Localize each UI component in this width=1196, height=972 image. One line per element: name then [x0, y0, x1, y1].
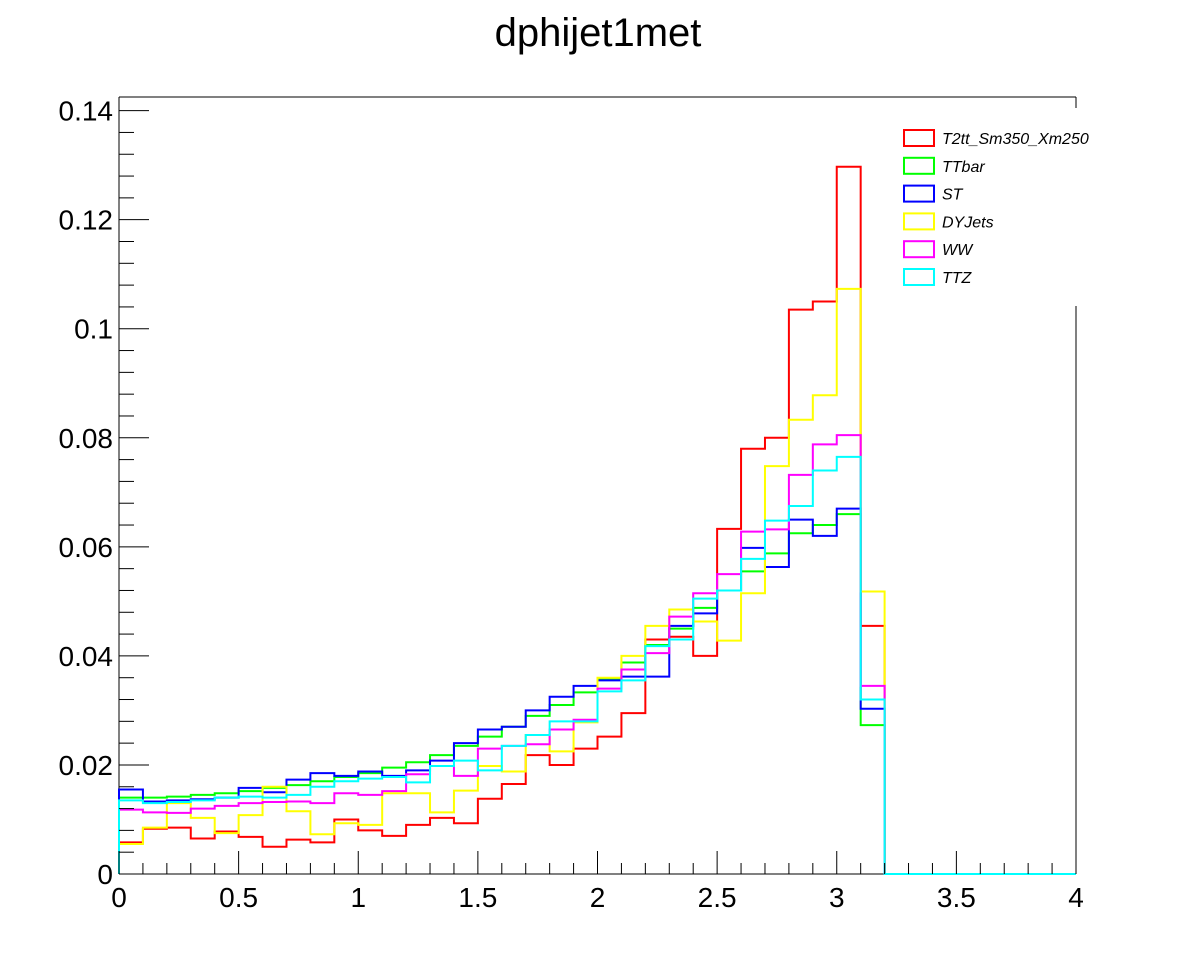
x-tick-label: 0.5 — [219, 882, 258, 913]
legend-label: T2tt_Sm350_Xm250 — [942, 131, 1089, 148]
legend-label: TTZ — [942, 270, 973, 287]
x-tick-label: 0 — [111, 882, 127, 913]
chart-title: dphijet1met — [495, 11, 702, 55]
histogram-series-4 — [118, 287, 1076, 875]
y-tick-label: 0.1 — [74, 314, 113, 345]
legend-swatch — [903, 212, 935, 231]
legend-swatch — [903, 240, 935, 259]
x-tick-label: 4 — [1068, 882, 1084, 913]
series-layer — [118, 165, 1076, 875]
x-tick-label: 2.5 — [698, 882, 737, 913]
legend-swatch — [903, 129, 935, 147]
y-tick-label: 0.08 — [59, 423, 114, 454]
y-axis: 0 0.02 0.04 0.06 0.08 0.1 0.12 0.14 — [59, 96, 149, 890]
histogram-series-1 — [118, 165, 1076, 875]
legend: T2tt_Sm350_Xm250 TTbar ST DYJets WW TTZ — [894, 108, 1124, 306]
legend-swatch — [903, 268, 935, 286]
y-tick-label: 0.06 — [59, 532, 114, 563]
x-tick-label: 3 — [829, 882, 845, 913]
legend-box — [894, 108, 1124, 306]
y-tick-label: 0.12 — [59, 205, 114, 236]
legend-label: ST — [942, 187, 964, 204]
y-tick-label: 0.04 — [59, 641, 114, 672]
legend-swatch — [903, 184, 935, 203]
histogram-series-5 — [118, 434, 1076, 875]
legend-label: TTbar — [942, 159, 985, 176]
y-tick-label: 0 — [97, 859, 113, 890]
x-tick-label: 1.5 — [458, 882, 497, 913]
x-tick-label: 2 — [590, 882, 606, 913]
histogram-series-6 — [118, 455, 1076, 875]
x-tick-label: 1 — [350, 882, 366, 913]
y-tick-label: 0.14 — [59, 96, 114, 127]
x-tick-label: 3.5 — [937, 882, 976, 913]
legend-label: WW — [942, 242, 974, 259]
y-tick-label: 0.02 — [59, 750, 114, 781]
x-axis: 0 0.5 1 1.5 2 2.5 3 3.5 4 — [111, 851, 1084, 913]
legend-label: DYJets — [942, 214, 994, 231]
legend-swatch — [903, 156, 935, 175]
